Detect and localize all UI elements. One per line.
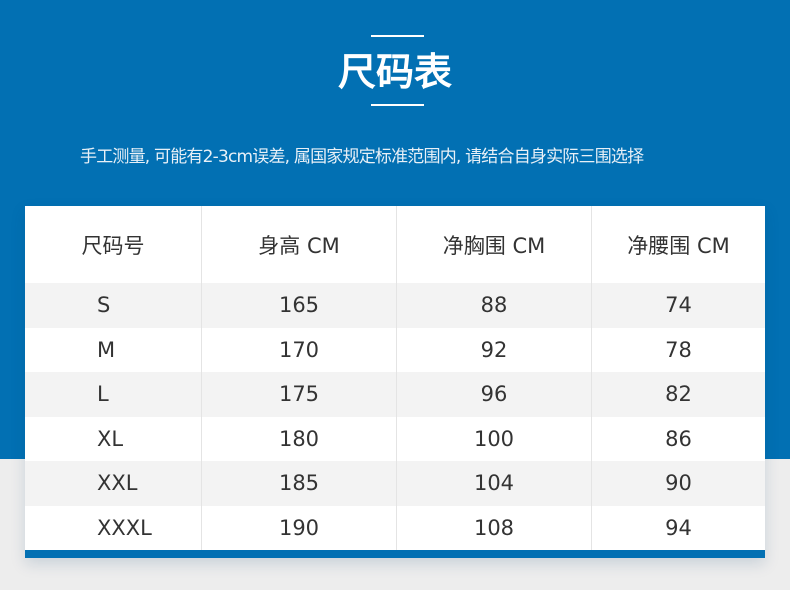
subtitle-note: 手工测量, 可能有2-3cm误差, 属国家规定标准范围内, 请结合自身实际三围选… (80, 147, 644, 167)
cell-waist: 86 (665, 426, 692, 451)
cell-waist: 74 (665, 293, 692, 318)
cell-size: XXXL (25, 505, 202, 550)
cell-chest: 96 (397, 372, 592, 417)
cell-size: XL (25, 416, 202, 461)
cell-waist: 82 (665, 382, 692, 407)
cell-height: 170 (202, 327, 397, 372)
cell-chest: 104 (397, 461, 592, 506)
table-header-row: 尺码号 身高 CM 净胸围 CM 净腰围 CM (25, 206, 765, 283)
cell-chest: 108 (397, 505, 592, 550)
cell-chest: 92 (397, 327, 592, 372)
cell-size: M (25, 327, 202, 372)
cell-chest: 88 (397, 283, 592, 328)
cell-waist: 90 (665, 471, 692, 496)
cell-chest: 100 (397, 416, 592, 461)
page-title: 尺码表 (337, 50, 452, 94)
table-row: XXL 185 104 90 (25, 461, 765, 506)
cell-height: 175 (202, 372, 397, 417)
table-row: L 175 96 82 (25, 372, 765, 417)
table-row: XL 180 100 86 (25, 416, 765, 461)
cell-height: 190 (202, 505, 397, 550)
table-row: S 165 88 74 (25, 283, 765, 328)
cell-height: 180 (202, 416, 397, 461)
header-height: 身高 CM (202, 206, 397, 283)
table-row: XXXL 190 108 94 (25, 505, 765, 550)
cell-height: 185 (202, 461, 397, 506)
cell-waist: 94 (665, 515, 692, 540)
title-bottom-divider (371, 104, 424, 106)
cell-size: L (25, 372, 202, 417)
header-chest: 净胸围 CM (397, 206, 592, 283)
header-waist: 净腰围 CM (627, 233, 730, 258)
size-chart-table: 尺码号 身高 CM 净胸围 CM 净腰围 CM S 165 88 74 M 170 92 78… (25, 206, 765, 558)
table-bottom-bar (25, 550, 765, 558)
table-row: M 170 92 78 (25, 327, 765, 372)
cell-size: XXL (25, 461, 202, 506)
header-size: 尺码号 (25, 206, 202, 283)
cell-waist: 78 (665, 337, 692, 362)
title-top-divider (371, 35, 424, 37)
cell-size: S (25, 283, 202, 328)
cell-height: 165 (202, 283, 397, 328)
